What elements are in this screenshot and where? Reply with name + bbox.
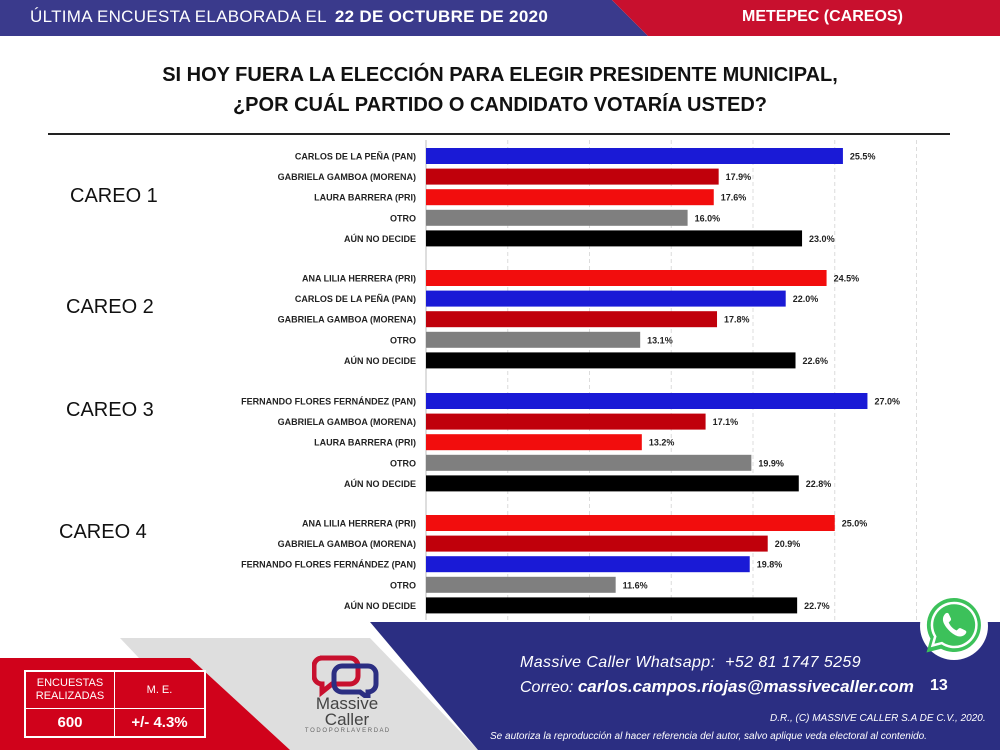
bar <box>426 454 752 471</box>
bar <box>426 270 827 286</box>
bar-category-label: GABRIELA GAMBOA (MORENA) <box>278 539 416 549</box>
bar <box>426 168 719 185</box>
logo-tagline: T O D O P O R L A V E R D A D <box>304 728 390 734</box>
question-line-2: ¿POR CUÁL PARTIDO O CANDIDATO VOTARÍA US… <box>232 94 768 116</box>
bar <box>426 352 796 369</box>
bar-value-label: 25.5% <box>850 152 876 162</box>
header-blue-band <box>0 0 648 36</box>
bar <box>426 230 803 247</box>
bar-value-label: 11.6% <box>623 580 648 590</box>
careo-4-label: CAREO 4 <box>59 521 147 543</box>
bar <box>426 535 768 552</box>
footer-blue-band <box>370 622 1000 750</box>
bar-value-label: 23.0% <box>809 234 835 244</box>
bar-value-label: 13.2% <box>649 438 675 448</box>
bar <box>426 189 714 206</box>
bar <box>426 331 641 348</box>
bar <box>426 475 799 492</box>
header-location: METEPEC (CAREOS) <box>742 8 903 25</box>
massive-caller-logo-icon <box>312 655 379 698</box>
whatsapp-icon[interactable] <box>918 590 990 662</box>
careo-1-label: CAREO 1 <box>70 185 158 207</box>
bar-category-label: GABRIELA GAMBOA (MORENA) <box>278 417 416 427</box>
bar <box>426 597 798 614</box>
bar-category-label: AÚN NO DECIDE <box>344 600 416 611</box>
vote-intention-chart: CARLOS DE LA PEÑA (PAN) 25.5% GABRIELA GAM… <box>241 140 917 620</box>
bar-value-label: 22.0% <box>793 294 819 304</box>
bar <box>426 413 706 430</box>
whatsapp-contact: Massive Caller Whatsapp: +52 81 1747 525… <box>520 654 861 672</box>
bar-value-label: 24.5% <box>834 274 860 284</box>
header-subtitle: ÚLTIMA ENCUESTA ELABORADA EL 22 DE OCTUBR… <box>30 7 548 27</box>
bar-category-label: OTRO <box>390 580 416 590</box>
page-number: 13 <box>930 677 948 694</box>
bar <box>426 556 750 573</box>
whatsapp-label: Massive Caller Whatsapp: <box>520 654 716 671</box>
bar <box>426 148 843 164</box>
bar-category-label: GABRIELA GAMBOA (MORENA) <box>278 315 416 325</box>
bar-value-label: 27.0% <box>874 397 900 407</box>
margin-error-label: M. E. <box>115 672 204 709</box>
margin-error-value: +/- 4.3% <box>131 714 188 731</box>
bar <box>426 434 642 451</box>
email-contact: Correo: carlos.campos.riojas@massivecall… <box>520 677 914 697</box>
bar <box>426 290 786 307</box>
bar-value-label: 19.9% <box>758 458 784 468</box>
bar-value-label: 13.1% <box>647 335 673 345</box>
header-red-band <box>612 0 1000 36</box>
bar-category-label: ANA LILIA HERRERA (PRI) <box>302 519 416 529</box>
sample-info-table: ENCUESTAS REALIZADAS M. E. 600 +/- 4.3% <box>24 670 206 738</box>
question-line-1: SI HOY FUERA LA ELECCIÓN PARA ELEGIR PRE… <box>162 64 838 86</box>
bar-value-label: 17.6% <box>721 193 747 203</box>
bar-category-label: GABRIELA GAMBOA (MORENA) <box>278 172 416 182</box>
bar <box>426 393 868 409</box>
bar-value-label: 22.7% <box>804 601 830 611</box>
bar <box>426 209 688 226</box>
bar-value-label: 17.1% <box>713 417 739 427</box>
email-label: Correo: <box>520 679 574 696</box>
bar <box>426 311 718 328</box>
footer-red-band <box>0 658 290 750</box>
header-left-text: ÚLTIMA ENCUESTA ELABORADA EL <box>30 7 327 26</box>
bar-category-label: AÚN NO DECIDE <box>344 233 416 244</box>
email-address[interactable]: carlos.campos.riojas@massivecaller.com <box>577 677 914 696</box>
careo-2-label: CAREO 2 <box>66 296 154 318</box>
title-divider <box>48 133 950 135</box>
bar-value-label: 25.0% <box>842 519 868 529</box>
bar-category-label: FERNANDO FLORES FERNÁNDEZ (PAN) <box>241 397 416 407</box>
bar-category-label: OTRO <box>390 458 416 468</box>
bar-value-label: 17.8% <box>724 315 750 325</box>
bar-category-label: OTRO <box>390 213 416 223</box>
logo-text: Massive Caller <box>315 694 379 729</box>
surveys-value: 600 <box>26 709 115 736</box>
bar-value-label: 22.6% <box>803 356 829 366</box>
bar-category-label: AÚN NO DECIDE <box>344 355 416 366</box>
bar-category-label: AÚN NO DECIDE <box>344 478 416 489</box>
bar-category-label: CARLOS DE LA PEÑA (PAN) <box>295 294 416 304</box>
whatsapp-number: +52 81 1747 5259 <box>725 654 862 671</box>
bar-category-label: ANA LILIA HERRERA (PRI) <box>302 274 416 284</box>
bar-category-label: LAURA BARRERA (PRI) <box>314 438 416 448</box>
bar <box>426 515 835 531</box>
bar-value-label: 19.8% <box>757 560 783 570</box>
bar-value-label: 16.0% <box>695 213 721 223</box>
footer-background <box>0 622 1000 750</box>
header-bar <box>0 0 1000 36</box>
bar-value-label: 20.9% <box>775 539 801 549</box>
reproduction-notice: Se autoriza la reproducción al hacer ref… <box>490 731 927 742</box>
surveys-label: ENCUESTAS REALIZADAS <box>26 672 115 709</box>
bar-category-label: LAURA BARRERA (PRI) <box>314 193 416 203</box>
bar-value-label: 22.8% <box>806 479 832 489</box>
header-date: 22 DE OCTUBRE DE 2020 <box>334 7 549 26</box>
bar <box>426 576 616 593</box>
bar-category-label: CARLOS DE LA PEÑA (PAN) <box>295 152 416 162</box>
bar-value-label: 17.9% <box>726 172 752 182</box>
bar-category-label: FERNANDO FLORES FERNÁNDEZ (PAN) <box>241 560 416 570</box>
copyright-text: D.R., (C) MASSIVE CALLER S.A DE C.V., 20… <box>770 713 986 724</box>
bar-category-label: OTRO <box>390 335 416 345</box>
careo-3-label: CAREO 3 <box>66 399 154 421</box>
